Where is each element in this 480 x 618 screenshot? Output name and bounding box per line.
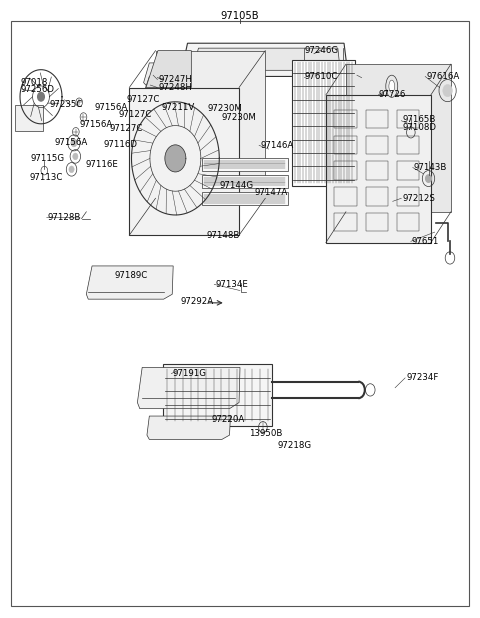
Bar (365, 161, 388, 180)
Bar (335, 187, 358, 206)
Circle shape (71, 139, 77, 147)
Text: 97220A: 97220A (211, 415, 245, 424)
Text: 97108D: 97108D (402, 123, 436, 132)
Polygon shape (182, 43, 348, 77)
Bar (396, 135, 420, 154)
Bar (202, 192, 288, 205)
Text: 97212S: 97212S (402, 194, 435, 203)
Text: 97156A: 97156A (95, 103, 128, 112)
Text: 97189C: 97189C (115, 271, 148, 281)
Bar (396, 161, 420, 180)
Text: 97247H: 97247H (159, 75, 193, 84)
Text: 13950B: 13950B (249, 430, 282, 438)
Bar (335, 213, 358, 232)
Polygon shape (192, 48, 340, 70)
Bar (202, 158, 288, 171)
Text: 97230M: 97230M (221, 112, 256, 122)
Bar (396, 109, 420, 128)
Bar (163, 365, 273, 426)
Circle shape (426, 175, 432, 182)
Text: 97156A: 97156A (79, 120, 112, 129)
Bar (365, 187, 388, 206)
Text: 97191G: 97191G (172, 369, 206, 378)
Bar (396, 213, 420, 232)
Bar (396, 187, 420, 206)
Text: 97127C: 97127C (126, 95, 160, 104)
Bar (292, 60, 355, 186)
Polygon shape (146, 51, 192, 88)
Ellipse shape (389, 80, 395, 93)
Text: 97147A: 97147A (254, 188, 288, 197)
Text: 97116D: 97116D (104, 140, 137, 149)
Text: 97230M: 97230M (207, 104, 242, 113)
Text: 97156A: 97156A (55, 138, 88, 147)
Text: 97113C: 97113C (30, 173, 63, 182)
Polygon shape (144, 63, 188, 87)
Bar (365, 135, 388, 154)
Text: 97211V: 97211V (161, 103, 194, 112)
Circle shape (73, 153, 78, 160)
Bar (335, 109, 358, 128)
Circle shape (37, 93, 44, 101)
Bar (365, 213, 388, 232)
Text: 97127C: 97127C (109, 124, 143, 133)
Text: 97146A: 97146A (260, 141, 293, 150)
Text: 97115G: 97115G (31, 154, 65, 163)
Text: 97234F: 97234F (406, 373, 438, 383)
Text: 97256D: 97256D (21, 85, 54, 95)
Circle shape (69, 166, 74, 172)
Text: 97616A: 97616A (426, 72, 459, 81)
Text: 97235C: 97235C (49, 100, 83, 109)
Text: 97143B: 97143B (414, 163, 447, 172)
Text: 97116E: 97116E (86, 160, 119, 169)
Bar (15, 104, 43, 130)
Bar (326, 95, 431, 242)
Bar (335, 135, 358, 154)
Text: 97651: 97651 (412, 237, 439, 246)
Text: 97127C: 97127C (118, 110, 152, 119)
Text: 97128B: 97128B (48, 213, 81, 222)
Text: 97144G: 97144G (220, 182, 254, 190)
Text: 97248H: 97248H (159, 83, 193, 92)
Bar (156, 51, 265, 198)
Circle shape (443, 85, 452, 97)
Text: 97610C: 97610C (304, 72, 338, 81)
Text: 97218G: 97218G (277, 441, 312, 450)
Bar (129, 88, 239, 235)
Text: 97148B: 97148B (206, 231, 240, 240)
Polygon shape (144, 77, 188, 98)
Bar (346, 64, 451, 212)
Text: 97134E: 97134E (215, 280, 248, 289)
Polygon shape (86, 266, 173, 299)
Text: 97292A: 97292A (180, 297, 214, 306)
Text: 97105B: 97105B (221, 11, 259, 21)
Polygon shape (147, 416, 230, 439)
Text: 97726: 97726 (378, 90, 406, 99)
Text: 97165B: 97165B (402, 115, 436, 124)
Circle shape (165, 145, 186, 172)
Text: 97018: 97018 (21, 78, 48, 87)
Ellipse shape (386, 75, 398, 98)
Bar (335, 161, 358, 180)
Text: 97246G: 97246G (304, 46, 338, 55)
Bar (202, 175, 288, 188)
Bar (365, 109, 388, 128)
Polygon shape (137, 368, 240, 408)
